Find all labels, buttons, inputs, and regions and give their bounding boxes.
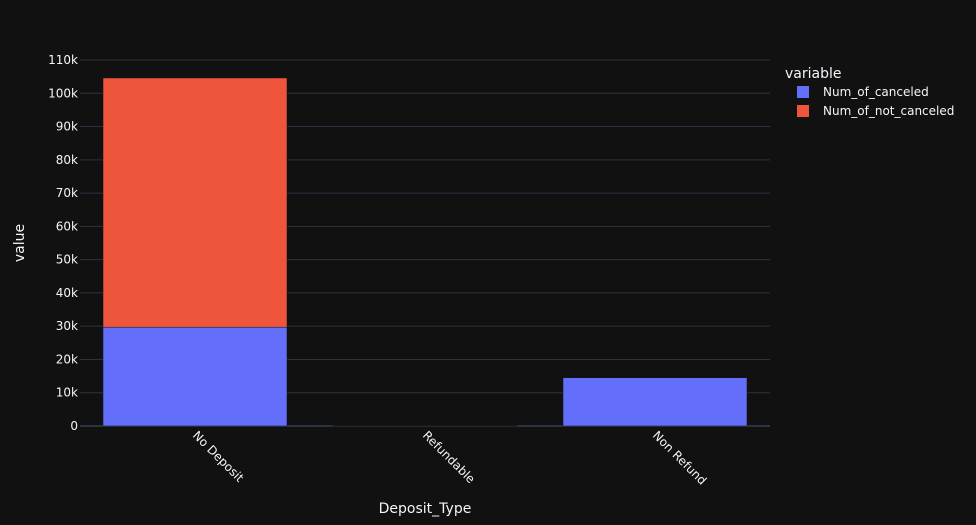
legend-label: Num_of_canceled <box>823 85 929 99</box>
y-tick-label: 90k <box>56 120 78 134</box>
y-tick-label: 10k <box>56 386 78 400</box>
y-tick-label: 60k <box>56 219 78 233</box>
y-tick-label: 0 <box>70 419 78 433</box>
bar-num-of-not-canceled[interactable] <box>102 77 288 328</box>
y-tick-label: 20k <box>56 352 78 366</box>
legend-label: Num_of_not_canceled <box>823 104 954 118</box>
y-tick-label: 80k <box>56 153 78 167</box>
bar-num-of-canceled[interactable] <box>562 377 748 427</box>
legend-item[interactable]: Num_of_not_canceled <box>797 104 954 118</box>
legend[interactable]: variable Num_of_canceled Num_of_not_cance… <box>785 66 954 118</box>
y-tick-label: 30k <box>56 319 78 333</box>
legend-title: variable <box>785 66 841 82</box>
y-tick-labels: 0 10k 20k 30k 40k 50k 60k 70k 80k 90k 100k 110k <box>48 53 78 433</box>
bar-num-of-canceled[interactable] <box>102 326 288 427</box>
legend-item[interactable]: Num_of_canceled <box>797 85 929 99</box>
y-tick-label: 70k <box>56 186 78 200</box>
y-tick-label: 110k <box>48 53 78 67</box>
y-tick-label: 100k <box>48 86 78 100</box>
legend-swatch <box>797 86 809 98</box>
x-axis-title: Deposit_Type <box>379 501 472 517</box>
y-tick-label: 40k <box>56 286 78 300</box>
y-tick-label: 50k <box>56 253 78 267</box>
legend-swatch <box>797 105 809 117</box>
y-axis-title: value <box>12 224 28 262</box>
bars <box>102 77 748 427</box>
